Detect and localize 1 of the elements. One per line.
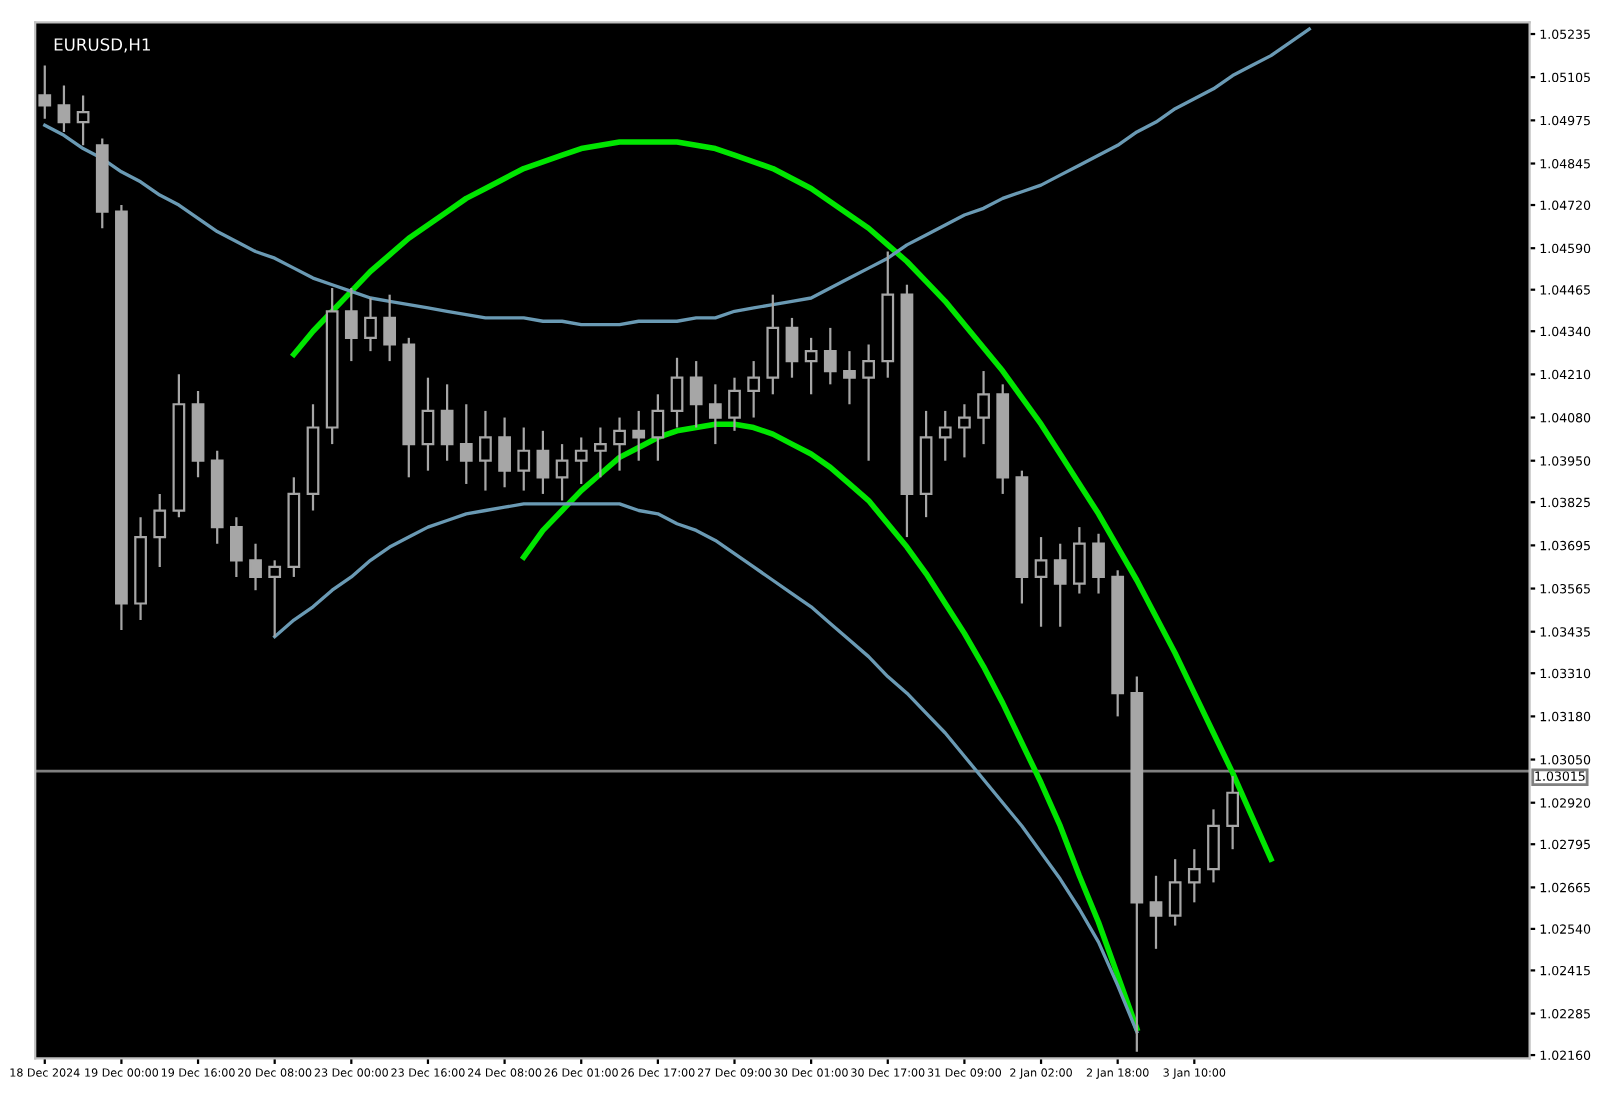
text: EURUSD,H1 — [54, 38, 150, 53]
